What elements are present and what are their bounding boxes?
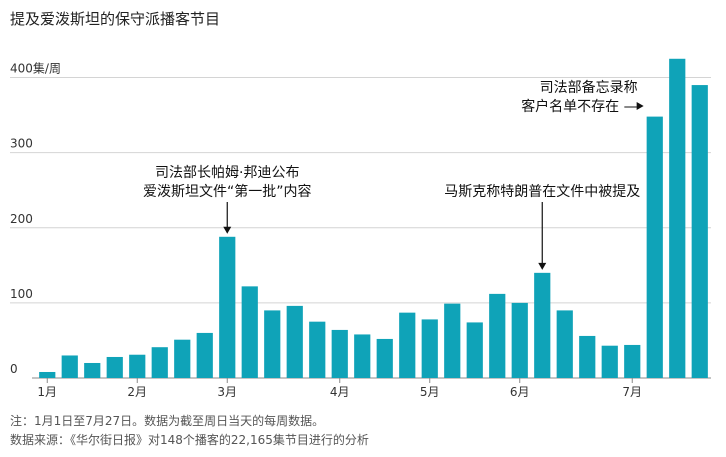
bar [106,356,123,378]
x-tick-label: 6月 [510,385,530,399]
y-tick-labels: 0 100 200 300 400集/周 [10,61,61,376]
bar [219,236,236,378]
bar [669,58,686,378]
bar [196,332,213,378]
bar [174,339,191,378]
source-text: 数据来源：《华尔街日报》对148个播客的22,165集节目进行的分析 [10,432,369,447]
bars [39,58,708,379]
x-tick-label: 4月 [330,385,350,399]
y-tick-label: 100 [10,287,33,301]
annotation-text: 客户名单不存在 — [521,98,637,115]
bar [466,322,483,378]
bar [354,334,371,378]
y-tick-label: 300 [10,137,33,151]
note-text: 注：1月1日至7月27日。数据为截至周日当天的每周数据。 [10,413,324,428]
bar [624,344,641,378]
bar [601,345,618,378]
bar [309,321,326,378]
arrow-head [636,102,644,110]
bar [129,354,146,378]
chart-title: 提及爱泼斯坦的保守派播客节目 [10,10,220,28]
y-tick-label: 400集/周 [10,61,61,76]
bar [331,329,348,378]
x-tick-label: 7月 [622,385,642,399]
bar [61,355,78,378]
gridlines [10,77,711,379]
annotation-text: 马斯克称特朗普在文件中被提及 [444,184,640,200]
annotation-text: 司法部备忘录称 [540,79,638,96]
y-tick-label: 0 [10,362,18,376]
bar [646,116,663,379]
bar [421,319,438,378]
y-tick-label: 200 [10,212,33,226]
bar [534,272,551,378]
bar [579,335,596,378]
arrow-head [538,262,547,270]
x-tick-labels: 1月 2月 3月 4月 5月 6月 7月 [37,378,642,399]
annotation-text: 爱泼斯坦文件“第一批”内容 [143,183,312,200]
bar [489,293,506,378]
annotation-text: 司法部长帕姆·邦迪公布 [155,165,299,181]
bar [39,371,56,378]
bar [376,338,393,378]
bar [444,303,461,378]
arrow-head [223,226,232,234]
bar [691,85,708,378]
x-tick-label: 2月 [127,385,147,399]
bar [264,310,281,378]
x-tick-label: 5月 [420,385,440,399]
bar [286,305,303,378]
bar [84,362,101,378]
x-tick-label: 3月 [217,385,237,399]
x-tick-label: 1月 [37,385,57,399]
bar [556,310,573,378]
bar [151,347,168,378]
bar [241,286,258,378]
bar [399,312,416,378]
bar [511,302,528,378]
